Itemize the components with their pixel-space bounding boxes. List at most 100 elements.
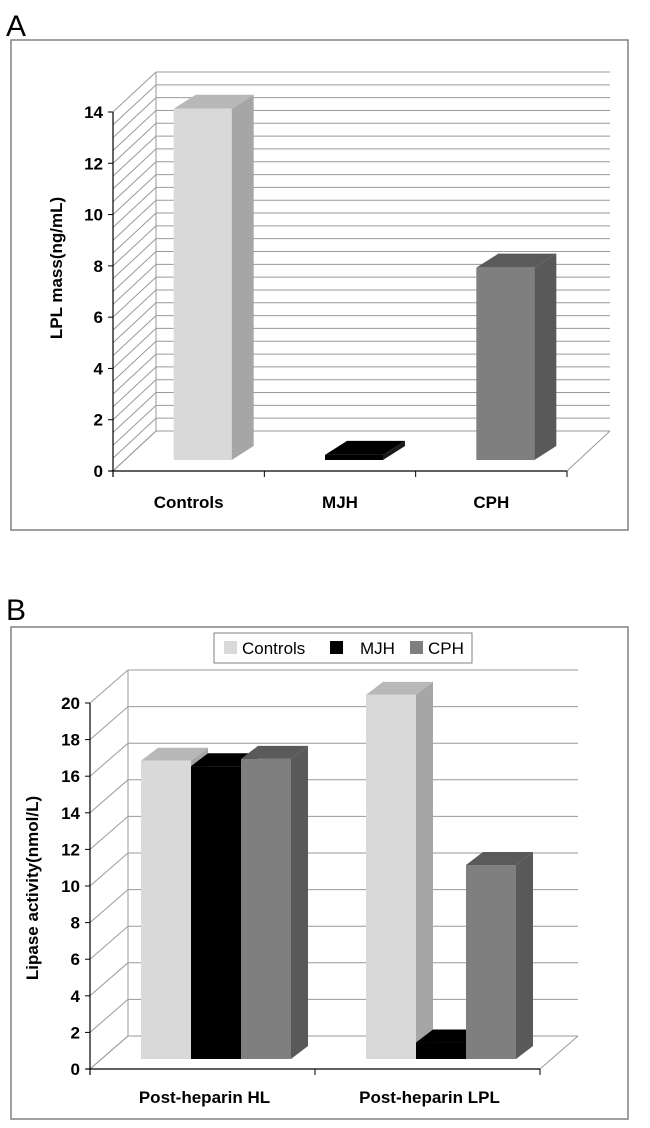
bar-a-mjh [325,440,405,460]
panel-a-y-tick-label: 4 [94,359,104,378]
panel-a-gridline [112,379,610,421]
panel-a-floor-right-edge [566,430,611,472]
bar-a-cph-front [476,267,535,460]
bar-a-controls [173,94,254,460]
panel-b-gridline [89,669,578,704]
legend-swatch-mjh [330,641,343,654]
legend-label-cph: CPH [428,639,464,658]
panel-a-gridline [112,366,610,408]
bar-b-post-heparin-hl-mjh-front [191,766,241,1059]
panel-a-letter: A [6,10,26,43]
panel-b-y-axis-label: Lipase activity(nmol/L) [23,796,42,980]
panel-a-gridline [112,263,610,305]
panel-a-y-ticks: 0 2 4 6 8 10 12 14 [84,103,113,481]
bar-a-mjh-top [325,440,405,455]
legend-swatch-controls [224,641,237,654]
panel-a-gridline [112,186,610,228]
legend-label-controls: Controls [242,639,305,658]
panel-a-frame [10,39,629,531]
bar-b-post-heparin-lpl-cph [466,852,533,1059]
bar-b-post-heparin-lpl-cph-front [466,865,516,1059]
panel-a-category-label: CPH [473,493,509,512]
bar-a-mjh-side [383,440,405,460]
bar-a-cph-side [534,253,557,460]
panel-a-gridline [112,302,610,344]
panel-a-gridlines [109,71,611,477]
panel-a-gridline [112,148,610,190]
panel-b-y-tick-label: 6 [71,950,80,969]
panel-a-gridline [112,122,610,164]
panel-a-gridline [112,174,610,215]
panel-b-y-tick-label: 14 [61,804,80,823]
bar-b-post-heparin-lpl-controls-side [416,681,433,1059]
panel-b-y-tick-label: 20 [61,694,80,713]
bar-b-post-heparin-lpl-controls-front [366,694,416,1059]
panel-a-categories: Controls MJH CPH [154,471,568,512]
panel-a-y-axis-label: LPL mass(ng/mL) [47,197,66,339]
bar-b-post-heparin-hl-cph [241,745,308,1059]
panel-a-y-tick-label: 14 [84,103,103,122]
bar-b-post-heparin-lpl-controls-top [366,681,433,695]
bar-b-post-heparin-hl-cph-side [291,745,308,1059]
panel-a-gridline [112,109,610,151]
panel-a-gridline [112,404,610,446]
panel-a-y-tick-label: 6 [94,308,103,327]
panel-b-category-label: Post-heparin LPL [359,1088,500,1107]
panel-a-gridline [112,417,610,459]
panel-a: A LPL mass(ng/mL) 0 2 4 6 8 10 12 14 Controls MJ… [6,10,629,531]
legend-label-mjh: MJH [360,639,395,658]
bar-a-cph-top [476,253,557,268]
panel-a-gridline [112,238,610,280]
panel-a-gridline [112,353,610,395]
panel-b-y-tick-label: 4 [71,987,81,1006]
panel-a-gridline [112,430,610,472]
panel-b-bars [141,681,533,1059]
panel-a-gridline [112,251,610,292]
panel-b-floor-right-edge [539,1035,579,1070]
bar-b-post-heparin-hl-cph-top [241,745,308,759]
bar-b-post-heparin-hl-cph-front [241,758,291,1059]
bar-b-post-heparin-hl-controls-front [141,760,191,1059]
panel-a-gridline [112,315,610,356]
bar-b-post-heparin-lpl-controls [366,681,433,1059]
bar-b-post-heparin-lpl-cph-top [466,852,533,866]
panel-b-y-tick-label: 2 [71,1023,80,1042]
panel-b-y-tick-label: 8 [71,914,80,933]
panel-a-gridline [112,289,610,331]
panel-b-gridline [89,706,578,740]
panel-b-y-tick-label: 10 [61,877,80,896]
panel-a-y-tick-label: 0 [94,462,103,481]
bar-b-post-heparin-lpl-mjh-front [416,1042,466,1059]
panel-b-y-ticks: 0 2 4 6 8 10 12 14 16 18 20 [61,694,90,1079]
panel-a-bars [173,94,557,460]
panel-a-gridline [112,212,610,254]
panel-b-frame [10,626,629,1120]
panel-a-category-label: Controls [154,493,224,512]
panel-a-gridline [112,161,610,203]
panel-a-gridline [112,327,610,369]
panel-a-gridline [112,84,610,126]
bar-a-controls-front [173,108,232,460]
bar-a-controls-side [231,94,254,460]
panel-b-y-tick-label: 0 [71,1060,80,1079]
bar-a-mjh-front [325,454,383,460]
panel-b: B Lipase activity(nmol/L) Controls MJH C… [6,594,629,1120]
panel-b-letter: B [6,594,26,627]
panel-b-legend: Controls MJH CPH [213,632,473,664]
panel-a-category-label: MJH [322,493,358,512]
panel-b-categories: Post-heparin HL Post-heparin LPL [139,1069,541,1107]
bar-a-cph [476,253,557,460]
panel-a-gridline [112,97,610,139]
panel-b-y-tick-label: 18 [61,731,80,750]
panel-a-gridline [112,340,610,382]
panel-a-y-tick-label: 2 [94,411,103,430]
bar-b-post-heparin-hl-controls-top [141,747,208,761]
panel-a-gridline [112,199,610,241]
panel-b-y-tick-label: 12 [61,840,80,859]
panel-a-gridline [112,392,610,433]
legend-swatch-cph [410,641,423,654]
panel-a-y-tick-label: 12 [84,154,103,173]
panel-b-category-label: Post-heparin HL [139,1088,270,1107]
panel-a-gridline [112,71,610,113]
